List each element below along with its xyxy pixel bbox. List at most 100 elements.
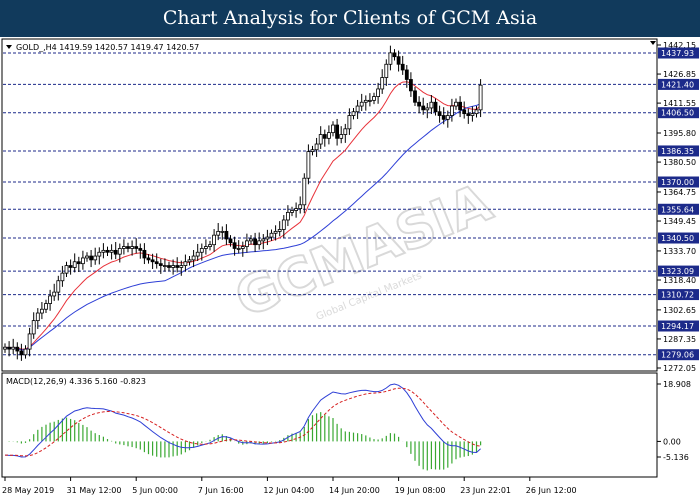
candle-bear (253, 238, 258, 246)
time-tick-label: 28 May 2019 (2, 486, 54, 495)
candle-bear (437, 111, 442, 116)
candle-bear (175, 265, 180, 268)
candle-bear (126, 246, 130, 249)
price-tick-label: 1287.35 (663, 335, 696, 344)
symbol-readout: GOLD_,H4 1419.59 1420.57 1419.47 1420.57 (16, 43, 199, 52)
candle-bull (212, 234, 217, 246)
candle-bull (199, 248, 204, 253)
candle-bull (97, 251, 102, 257)
level-tag-label: 1310.72 (661, 291, 694, 300)
candle-bear (68, 265, 73, 268)
price-tick-label: 1272.05 (663, 364, 696, 373)
candle-bull (343, 128, 348, 135)
level-tag-label: 1386.35 (661, 147, 694, 156)
candle-bear (400, 63, 405, 71)
candle-bear (154, 261, 159, 265)
candle-bull (130, 246, 135, 249)
candle-bull (425, 107, 430, 111)
candle-bull (109, 249, 114, 253)
candle-bear (404, 69, 409, 80)
candle-bear (458, 101, 463, 111)
level-tag (658, 78, 699, 90)
candle-bear (417, 101, 422, 107)
candle-bear (396, 56, 401, 65)
candle-bull (277, 229, 282, 232)
candlesticks (3, 45, 483, 361)
candle-bull (48, 295, 52, 304)
candle-bear (150, 259, 155, 263)
candle-bull (388, 52, 393, 65)
candle-bull (318, 134, 323, 145)
candle-bull (183, 261, 188, 266)
candle-bear (19, 350, 24, 356)
candle-bull (31, 320, 36, 335)
level-tag-label: 1294.17 (661, 322, 694, 331)
level-tag (658, 107, 699, 119)
time-tick-label: 31 May 12:00 (67, 486, 122, 495)
candle-bull (40, 308, 44, 314)
price-tick-label: 1333.70 (663, 247, 696, 256)
candle-bull (474, 109, 479, 115)
macd-lines (4, 383, 481, 458)
candle-bull (355, 105, 360, 113)
candle-bull (187, 259, 192, 263)
time-tick-label: 19 Jun 08:00 (395, 486, 446, 495)
candle-bull (454, 101, 458, 107)
candle-bull (56, 280, 61, 293)
candle-bull (60, 272, 65, 282)
chart-banner: Chart Analysis for Clients of GCM Asia (0, 0, 700, 37)
level-tag (658, 289, 699, 301)
level-tag-label: 1437.93 (661, 49, 694, 58)
level-tag (658, 47, 699, 59)
candle-bear (392, 52, 397, 58)
candle-bear (105, 249, 110, 253)
candle-bear (322, 134, 327, 139)
time-tick-label: 26 Jun 12:00 (526, 486, 577, 495)
candle-bear (462, 109, 467, 115)
candle-bear (224, 230, 229, 240)
candle-bear (76, 261, 81, 265)
price-header: GOLD_,H4 1419.59 1420.57 1419.47 1420.57 (6, 43, 199, 52)
candle-bear (335, 124, 340, 139)
macd-tick-label: 0.00 (663, 437, 681, 446)
price-tick-label: 1411.55 (663, 99, 696, 108)
candle-bull (191, 255, 196, 261)
candle-bull (81, 257, 85, 265)
candle-bull (101, 249, 106, 253)
price-tick-label: 1302.65 (663, 306, 696, 315)
candle-bull (216, 230, 221, 236)
candle-bull (240, 246, 245, 249)
candle-bear (232, 242, 237, 249)
candle-bull (445, 115, 450, 120)
candle-bear (113, 249, 118, 255)
candle-bull (171, 265, 176, 268)
candle-bull (64, 265, 69, 274)
time-tick-label: 14 Jun 20:00 (329, 486, 380, 495)
trading-chart[interactable]: GCMASIA Global Capital Markets 1442.1514… (0, 37, 700, 500)
candle-bull (306, 151, 311, 179)
time-tick-label: 5 Jun 00:00 (132, 486, 178, 495)
candle-bull (310, 149, 315, 153)
level-tag-label: 1421.40 (661, 80, 694, 89)
candle-bull (11, 346, 16, 350)
level-price-tags: 1437.93 1421.40 1406.50 1386.35 1370.00 1355.… (658, 47, 699, 361)
level-tag-label: 1355.64 (661, 205, 694, 214)
level-tag (658, 232, 699, 244)
price-axis: 1442.15 1426.85 1411.55 1395.80 1380.50 1364.… (657, 41, 696, 373)
candle-bull (285, 211, 290, 221)
candle-bear (413, 90, 417, 103)
time-tick-label: 23 Jun 22:01 (460, 486, 511, 495)
candle-bull (380, 77, 385, 90)
price-tick-label: 1318.40 (663, 276, 696, 285)
candle-bull (220, 230, 225, 233)
candle-bull (302, 177, 307, 206)
level-tag (658, 203, 699, 215)
candle-bear (408, 79, 413, 92)
time-tick-label: 7 Jun 16:00 (198, 486, 244, 495)
dropdown-triangle-icon[interactable] (6, 45, 12, 49)
candle-bull (257, 240, 262, 246)
candle-bull (3, 346, 7, 350)
candle-bull (208, 244, 212, 247)
support-resistance-levels (3, 52, 657, 356)
candle-bull (249, 238, 253, 242)
